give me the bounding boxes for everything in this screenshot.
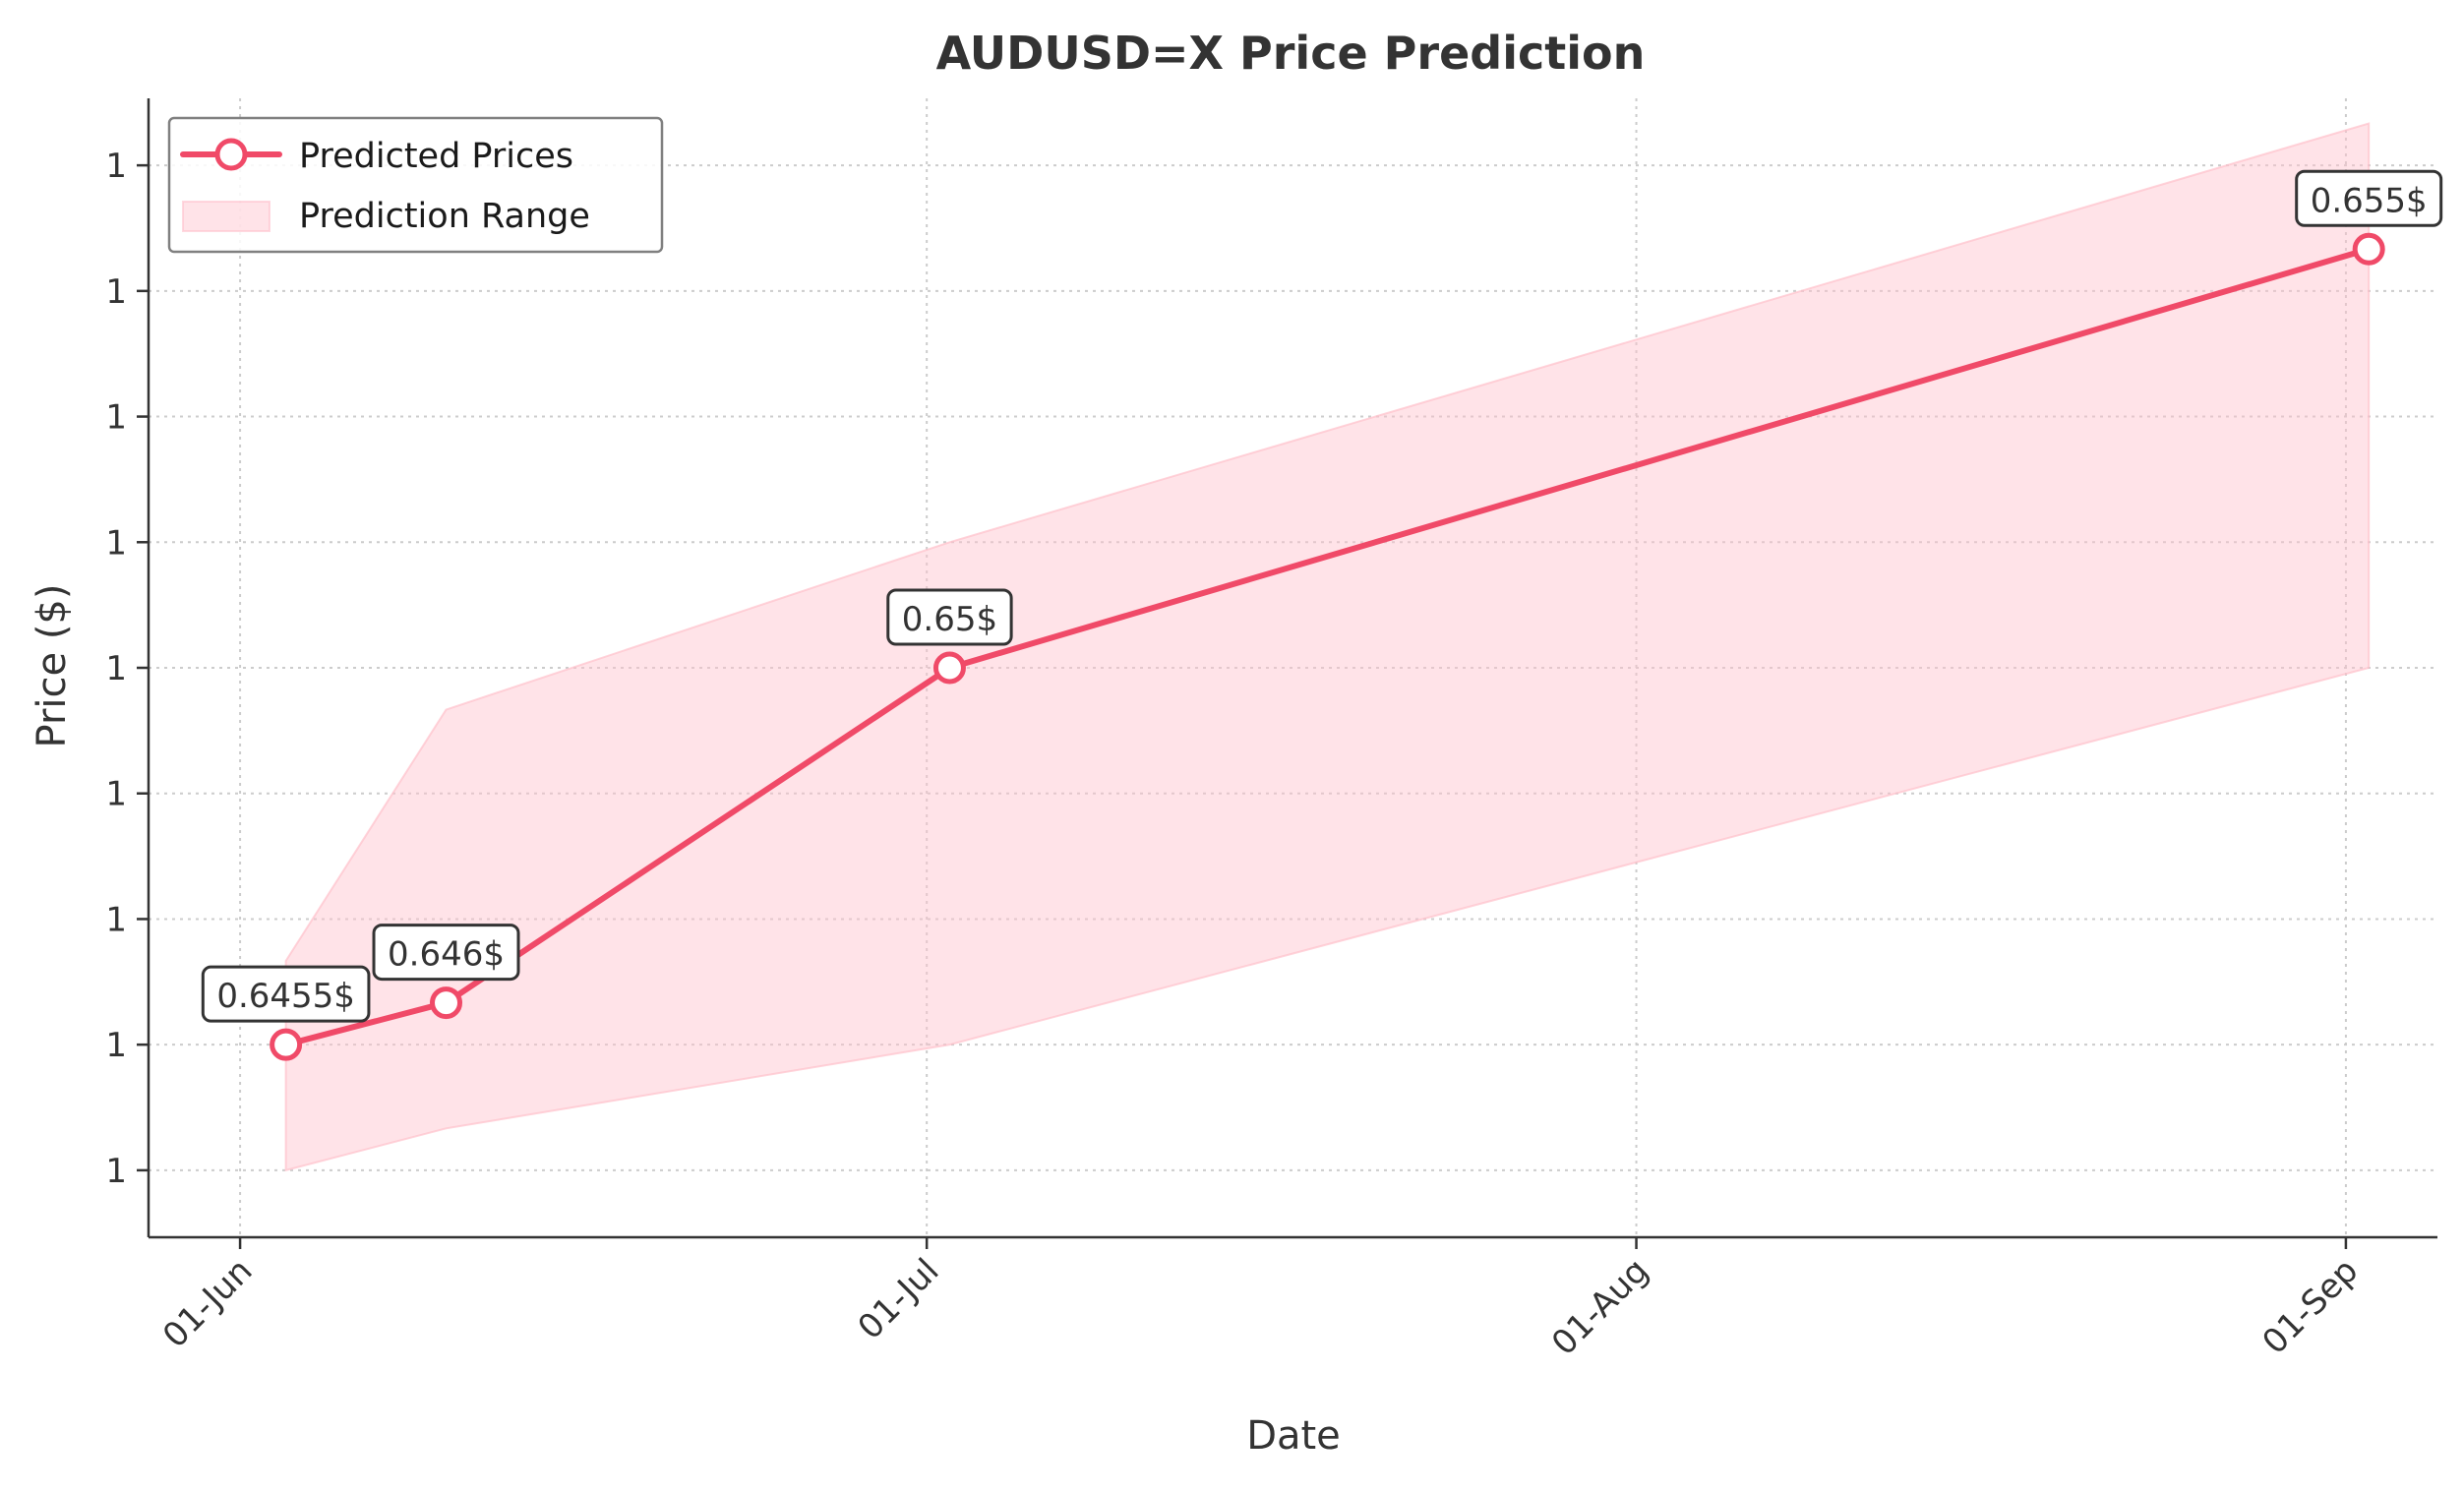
point-annotation-label: 0.6455$ [216,977,355,1016]
prediction-range-band [284,122,2371,1172]
grid [149,98,2437,1237]
point-annotation: 0.65$ [886,588,1013,646]
legend-predicted-label: Predicted Prices [299,137,573,176]
y-tick-label: 1 [105,1152,127,1191]
y-tick-label: 1 [105,900,127,939]
y-axis-label: Price ($) [30,584,75,748]
data-point-marker [270,1028,303,1061]
legend-circle-marker [214,138,248,171]
point-annotation-label: 0.65$ [902,600,997,639]
point-annotation-box [201,965,371,1023]
y-tick-label: 1 [105,398,127,438]
y-tick-label: 1 [105,272,127,312]
y-tick-label: 1 [105,523,127,563]
y-tick-label: 1 [105,649,127,688]
predicted-prices-line [282,246,2373,1048]
point-annotation: 0.655$ [2295,169,2443,227]
legend-range-patch [182,201,270,232]
point-annotation-label: 0.655$ [2311,181,2428,220]
point-annotation-box [886,588,1013,646]
data-point-marker [2352,232,2385,266]
data-point-marker [430,986,463,1020]
point-annotation-box [2295,169,2443,227]
x-axis-label: Date [1246,1413,1341,1459]
chart-title: AUDUSD=X Price Prediction [936,27,1646,80]
legend-range-label: Prediction Range [299,197,590,236]
prediction-range [284,122,2371,1172]
y-axis-ticks: 1 1 1 1 1 1 1 1 1 [105,147,149,1191]
y-tick-label: 1 [105,147,127,186]
point-annotation-box [372,924,520,982]
legend: Predicted Prices Prediction Range [167,116,664,254]
y-tick-label: 1 [105,1026,127,1065]
point-annotation: 0.6455$ [201,965,371,1023]
legend-frame [167,116,664,254]
y-tick-label: 1 [105,775,127,814]
data-point-marker [932,651,966,685]
point-annotation-label: 0.646$ [388,935,505,975]
predicted-prices-series [270,232,2385,1061]
point-annotations: 0.6455$ 0.646$ 0.65$ 0.655$ [201,169,2443,1023]
point-annotation: 0.646$ [372,924,520,982]
